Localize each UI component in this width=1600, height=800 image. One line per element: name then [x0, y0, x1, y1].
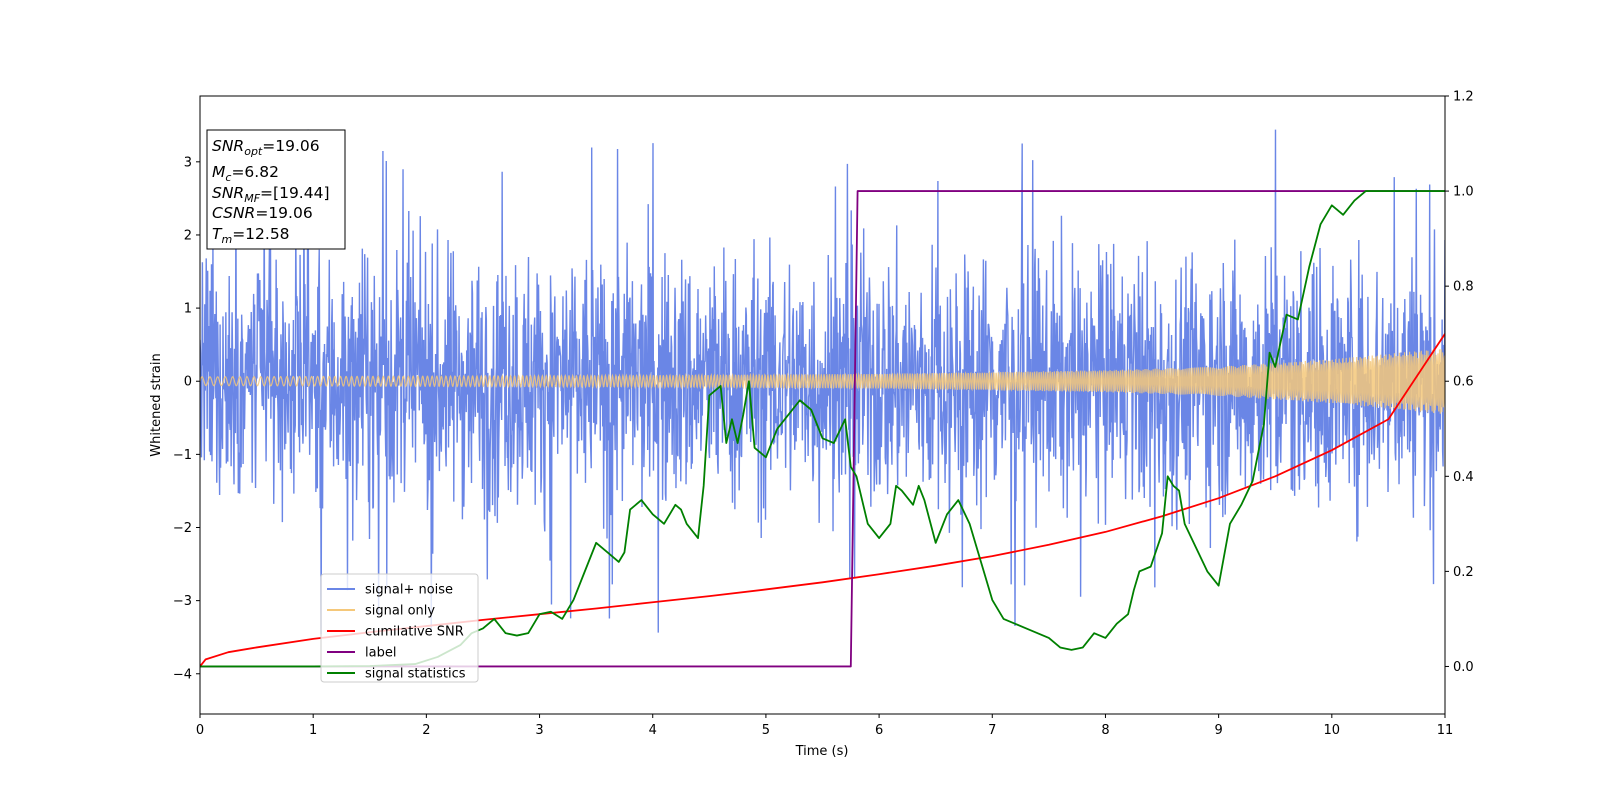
right-axis-series	[200, 190, 1445, 668]
y2-tick-label: 1.0	[1453, 185, 1474, 200]
annotation-box: SNRopt=19.06 Mc=6.82 SNRMF=[19.44] CSNR=…	[206, 129, 346, 250]
x-tick-label: 0	[196, 723, 204, 738]
annotation-frame	[206, 129, 346, 250]
annotation-snr-opt: SNRopt=19.06	[212, 137, 320, 158]
x-tick-label: 4	[649, 723, 657, 738]
y2-tick-label: 0.4	[1453, 470, 1474, 485]
y2-tick-label: 0.8	[1453, 280, 1474, 295]
y-tick-label: 3	[184, 155, 192, 170]
x-tick-label: 1	[309, 723, 317, 738]
y2-tick-label: 0.2	[1453, 565, 1474, 580]
x-tick-label: 5	[762, 723, 770, 738]
x-tick-label: 6	[875, 723, 883, 738]
x-axis-label: Time (s)	[795, 744, 849, 759]
y2-tick-label: 0.0	[1453, 660, 1474, 675]
x-tick-label: 11	[1437, 723, 1454, 738]
annotation-csnr: CSNR=19.06	[212, 204, 313, 222]
legend-entry-label: label	[365, 646, 396, 661]
signal-statistics-line	[200, 190, 1445, 668]
x-tick-label: 3	[535, 723, 543, 738]
plot-area	[200, 129, 1445, 668]
cumilative-snr-line	[200, 333, 1445, 668]
y-axis-right: 0.0 0.2 0.4 0.6 0.8 1.0 1.2	[1445, 90, 1474, 675]
x-tick-label: 7	[988, 723, 996, 738]
legend-entry-label: cumilative SNR	[365, 625, 464, 640]
y-tick-label: −2	[173, 521, 192, 536]
annotation-snr-mf: SNRMF=[19.44]	[212, 184, 330, 205]
x-tick-label: 8	[1101, 723, 1109, 738]
x-tick-label: 10	[1324, 723, 1341, 738]
legend: signal+ noise signal only cumilative SNR la…	[320, 573, 479, 683]
x-tick-label: 2	[422, 723, 430, 738]
label-line	[200, 190, 1445, 668]
y-tick-label: −3	[173, 594, 192, 609]
y-tick-label: −4	[173, 667, 192, 682]
x-tick-label: 9	[1214, 723, 1222, 738]
legend-entry-label: signal+ noise	[365, 583, 453, 598]
y-axis-left: −4 −3 −2 −1 0 1 2 3	[173, 155, 200, 682]
y-tick-label: 0	[184, 375, 192, 390]
legend-entry-label: signal only	[365, 604, 435, 619]
annotation-mc: Mc=6.82	[212, 163, 279, 184]
y-tick-label: 1	[184, 302, 192, 317]
y2-tick-label: 0.6	[1453, 375, 1474, 390]
y-axis-label: Whitened strain	[149, 353, 164, 456]
plot-frame	[199, 95, 1446, 715]
y2-tick-label: 1.2	[1453, 90, 1474, 105]
legend-entry-label: signal statistics	[365, 667, 466, 682]
y-tick-label: −1	[173, 448, 192, 463]
signal-only-series	[200, 349, 1445, 414]
legend-frame	[320, 573, 479, 683]
x-axis: 0 1 2 3 4 5 6 7 8 9 10 11	[196, 714, 1453, 738]
annotation-tm: Tm=12.58	[212, 225, 290, 246]
y-tick-label: 2	[184, 228, 192, 243]
signal-only-line	[200, 349, 1445, 414]
